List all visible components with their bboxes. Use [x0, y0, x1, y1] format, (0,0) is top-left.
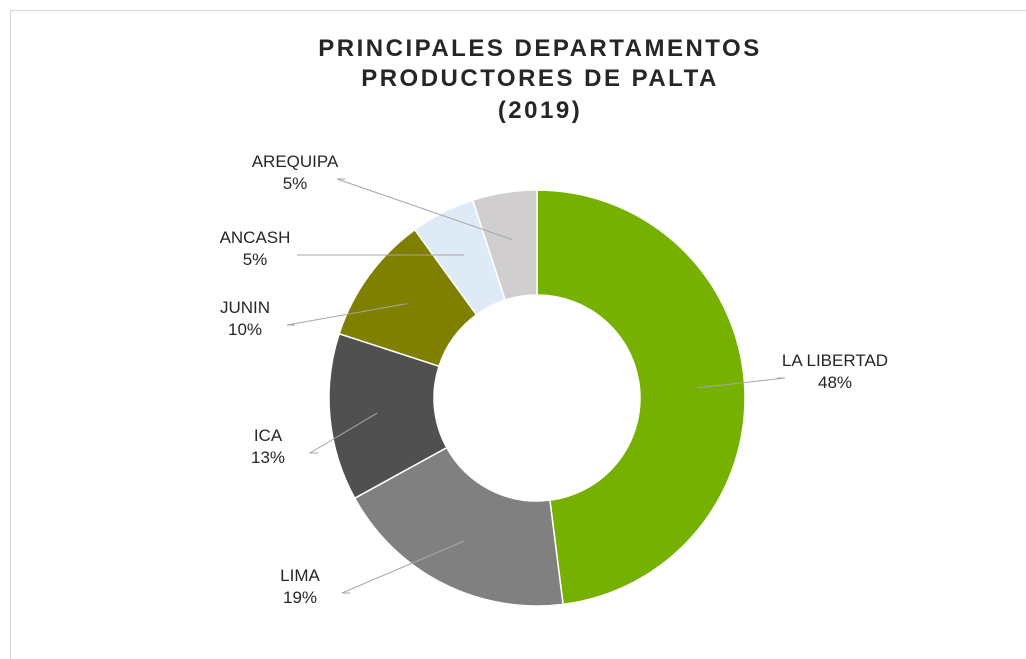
data-label-value: 5%: [283, 174, 308, 193]
leader-line: [697, 377, 786, 389]
data-label-value: 5%: [243, 250, 268, 269]
leader-line: [308, 412, 378, 454]
data-label-category: ICA: [254, 426, 283, 445]
data-label-value: 48%: [818, 373, 852, 392]
data-label-category: ANCASH: [220, 228, 291, 247]
leader-line: [341, 540, 465, 594]
leader-line: [336, 178, 513, 240]
leader-line: [286, 303, 408, 326]
donut-slice: [353, 446, 564, 607]
donut-slice: [471, 189, 538, 301]
data-label-category: AREQUIPA: [252, 152, 339, 171]
data-label-value: 19%: [283, 588, 317, 607]
data-label-value: 13%: [251, 448, 285, 467]
data-label-category: LA LIBERTAD: [782, 351, 888, 370]
data-label-value: 10%: [228, 320, 262, 339]
donut-slice: [328, 332, 448, 500]
data-label-category: JUNIN: [220, 298, 270, 317]
data-label-category: LIMA: [280, 566, 320, 585]
donut-slice: [536, 189, 746, 606]
chart-title: PRINCIPALES DEPARTAMENTOS PRODUCTORES DE…: [318, 35, 762, 92]
chart-subtitle: (2019): [497, 97, 583, 124]
